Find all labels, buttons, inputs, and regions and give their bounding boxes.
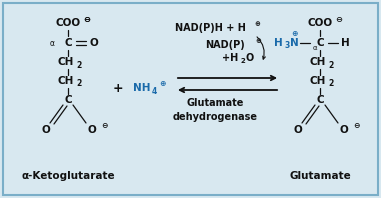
Text: Glutamate: Glutamate (289, 171, 351, 181)
Text: Glutamate: Glutamate (186, 98, 244, 108)
Text: 4: 4 (151, 87, 157, 95)
Text: 2: 2 (76, 80, 82, 89)
Text: O: O (294, 125, 303, 135)
Text: O: O (339, 125, 348, 135)
Text: ⊖: ⊖ (101, 122, 107, 130)
Text: ⊕: ⊕ (255, 38, 261, 44)
FancyBboxPatch shape (3, 3, 378, 195)
Text: C: C (316, 38, 324, 48)
Text: α: α (313, 45, 317, 51)
Text: NH: NH (133, 83, 151, 93)
Text: C: C (64, 38, 72, 48)
Text: ⊕: ⊕ (254, 21, 260, 27)
Text: dehydrogenase: dehydrogenase (173, 112, 258, 122)
Text: α-Ketoglutarate: α-Ketoglutarate (21, 171, 115, 181)
Text: +H: +H (222, 53, 238, 63)
Text: H: H (341, 38, 349, 48)
Text: ⊖: ⊖ (83, 15, 91, 25)
Text: 2: 2 (76, 61, 82, 69)
Text: H: H (274, 38, 282, 48)
Text: NAD(P): NAD(P) (205, 40, 245, 50)
Text: COO: COO (307, 18, 333, 28)
Text: ⊖: ⊖ (336, 15, 343, 25)
Text: C: C (316, 95, 324, 105)
Text: ⊕: ⊕ (159, 80, 165, 89)
Text: CH: CH (310, 57, 326, 67)
Text: O: O (42, 125, 50, 135)
Text: O: O (90, 38, 98, 48)
Text: COO: COO (56, 18, 80, 28)
FancyArrowPatch shape (257, 37, 265, 59)
Text: N: N (290, 38, 298, 48)
Text: O: O (246, 53, 254, 63)
Text: 2: 2 (328, 80, 334, 89)
Text: +: + (113, 82, 123, 94)
Text: O: O (88, 125, 96, 135)
Text: NAD(P)H + H: NAD(P)H + H (174, 23, 245, 33)
Text: CH: CH (58, 76, 74, 86)
Text: 2: 2 (241, 58, 245, 64)
Text: 2: 2 (328, 61, 334, 69)
Text: ⊖: ⊖ (353, 122, 359, 130)
Text: CH: CH (58, 57, 74, 67)
Text: C: C (64, 95, 72, 105)
Text: ⊕: ⊕ (291, 30, 297, 38)
Text: CH: CH (310, 76, 326, 86)
Text: ⊖: ⊖ (83, 15, 91, 25)
Text: α: α (50, 38, 54, 48)
Text: 3: 3 (284, 42, 290, 50)
